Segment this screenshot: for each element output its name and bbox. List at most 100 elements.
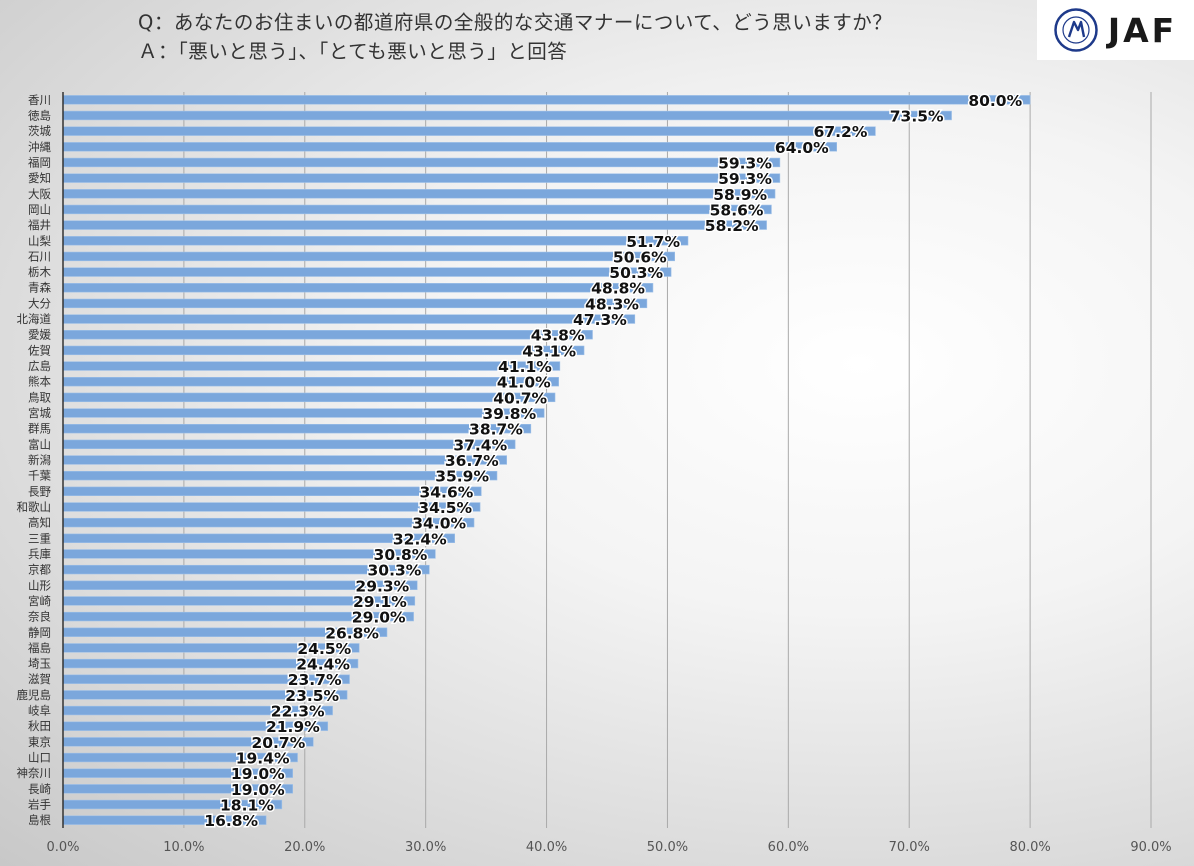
category-label: 群馬	[28, 422, 51, 436]
category-label: 京都	[28, 563, 51, 577]
value-label: 58.9%	[713, 186, 767, 204]
value-label: 48.3%	[585, 295, 639, 313]
category-label: 福岡	[28, 155, 51, 169]
category-label: 福井	[28, 218, 51, 232]
category-label: 岩手	[28, 798, 51, 812]
category-label: 香川	[28, 93, 51, 107]
value-label: 41.0%	[497, 374, 551, 392]
value-label: 73.5%	[890, 107, 944, 125]
bar	[62, 267, 672, 277]
value-label: 50.6%	[613, 248, 667, 266]
value-label: 18.1%	[220, 797, 274, 815]
category-label: 山梨	[28, 234, 51, 248]
category-label: 静岡	[28, 625, 51, 639]
x-tick-label: 10.0%	[163, 840, 204, 855]
value-label: 43.1%	[522, 342, 576, 360]
category-label: 岡山	[28, 202, 51, 216]
category-label: 徳島	[28, 108, 51, 122]
category-label: 鳥取	[28, 390, 51, 404]
bar	[62, 142, 837, 152]
category-label: 高知	[28, 516, 51, 530]
value-label: 20.7%	[251, 734, 305, 752]
value-label: 58.6%	[710, 201, 764, 219]
bar	[62, 330, 593, 340]
bar	[62, 157, 781, 168]
category-label: 栃木	[28, 265, 51, 279]
value-label: 32.4%	[393, 530, 447, 548]
bar	[62, 439, 516, 450]
value-label: 39.8%	[482, 405, 536, 423]
bar	[62, 314, 636, 324]
x-tick-label: 90.0%	[1130, 840, 1171, 855]
bar	[62, 470, 498, 481]
value-label: 59.3%	[718, 154, 772, 172]
value-label: 36.7%	[445, 452, 499, 470]
category-label: 茨城	[28, 124, 51, 138]
value-label: 40.7%	[493, 389, 547, 407]
bar	[62, 126, 876, 136]
jaf-logo-text: JAF	[1107, 10, 1178, 50]
value-label: 34.6%	[419, 483, 473, 501]
x-tick-label: 70.0%	[889, 840, 930, 855]
bar	[62, 173, 781, 183]
category-label: 富山	[28, 437, 51, 451]
category-label: 埼玉	[28, 657, 51, 671]
category-label: 奈良	[28, 610, 51, 624]
category-label: 滋賀	[28, 672, 51, 686]
bar	[62, 251, 675, 262]
value-label: 29.0%	[352, 609, 406, 627]
value-label: 16.8%	[204, 812, 258, 830]
value-label: 24.5%	[297, 640, 351, 658]
value-label: 34.5%	[418, 499, 472, 517]
x-tick-label: 0.0%	[46, 840, 79, 855]
x-tick-label: 80.0%	[1009, 840, 1050, 855]
category-label: 和歌山	[17, 500, 52, 514]
category-label: 兵庫	[28, 547, 51, 561]
value-label: 29.1%	[353, 593, 407, 611]
answer-subtitle: Ａ：「悪いと思う」、「とても悪いと思う」と回答	[138, 40, 568, 63]
value-label: 38.7%	[469, 421, 523, 439]
category-label: 熊本	[28, 375, 51, 389]
category-label: 新潟	[28, 453, 51, 467]
category-label: 長崎	[28, 782, 51, 796]
category-label: 佐賀	[28, 343, 51, 357]
category-label: 山形	[28, 578, 51, 592]
bar	[62, 455, 507, 465]
category-labels: 香川徳島茨城沖縄福岡愛知大阪岡山福井山梨石川栃木青森大分北海道愛媛佐賀広島熊本鳥…	[17, 93, 52, 827]
chart-title-block: Q：あなたのお住まいの都道府県の全般的な交通マナーについて、どう思いますか？ Ａ…	[138, 8, 892, 66]
bar	[62, 392, 556, 403]
value-label: 30.8%	[374, 546, 428, 564]
gridlines	[183, 92, 1152, 828]
bar	[62, 377, 559, 387]
value-label: 23.7%	[288, 671, 342, 689]
value-label: 43.8%	[531, 327, 585, 345]
value-labels: 80.0%73.5%67.2%64.0%59.3%59.3%58.9%58.6%…	[203, 90, 1024, 831]
category-label: 北海道	[17, 312, 52, 326]
x-axis-ticks: 0.0% 10.0% 20.0% 30.0% 40.0% 50.0% 60.0% 70.0% 8…	[46, 840, 1171, 855]
category-label: 長野	[28, 484, 51, 498]
category-label: 石川	[28, 249, 51, 263]
bar	[62, 423, 532, 434]
category-label: 三重	[28, 531, 51, 545]
value-label: 50.3%	[609, 264, 663, 282]
value-label: 59.3%	[718, 170, 772, 188]
bars	[62, 95, 1031, 825]
value-label: 80.0%	[968, 92, 1022, 110]
bar	[62, 220, 767, 230]
value-label: 47.3%	[573, 311, 627, 329]
value-label: 67.2%	[814, 123, 868, 141]
value-label: 23.5%	[285, 687, 339, 705]
category-label: 山口	[28, 751, 51, 765]
category-label: 愛媛	[28, 328, 51, 342]
bar	[62, 95, 1031, 105]
value-label: 22.3%	[271, 703, 325, 721]
value-label: 19.0%	[231, 765, 285, 783]
bar	[62, 298, 648, 309]
value-label: 30.3%	[368, 562, 422, 580]
value-label: 64.0%	[775, 139, 829, 157]
category-label: 秋田	[28, 719, 51, 733]
value-label: 58.2%	[705, 217, 759, 235]
x-tick-label: 30.0%	[405, 840, 446, 855]
category-label: 東京	[28, 735, 51, 749]
